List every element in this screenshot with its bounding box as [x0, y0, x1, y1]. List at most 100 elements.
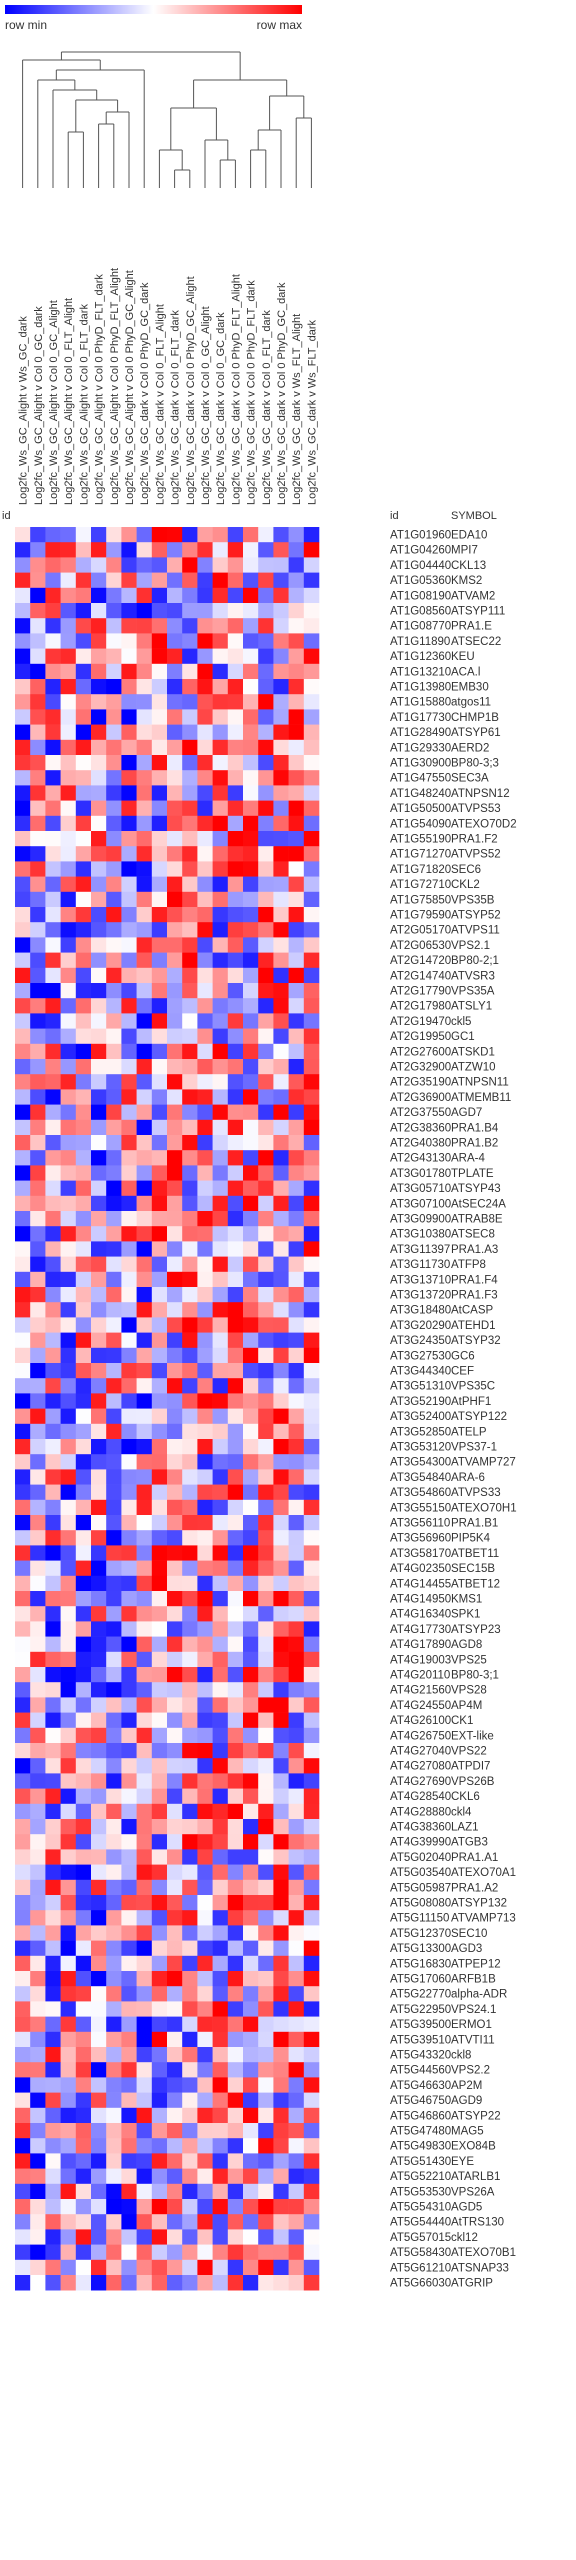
heatmap-cell — [167, 1180, 183, 1197]
heatmap-cell — [243, 739, 259, 756]
heatmap-cell — [91, 618, 107, 634]
heatmap-cell — [75, 1469, 92, 1485]
heatmap-cell — [121, 2275, 137, 2291]
heatmap-cell — [106, 1135, 122, 1151]
heatmap-cell — [258, 2016, 274, 2033]
heatmap-cell — [243, 1971, 259, 1987]
heatmap-cell — [227, 1469, 244, 1485]
heatmap-cell — [30, 2047, 46, 2063]
heatmap-cell — [151, 1195, 168, 1212]
heatmap-cell — [15, 1773, 31, 1789]
heatmap-cell — [91, 1986, 107, 2002]
heatmap-cell — [136, 663, 153, 680]
heatmap-cell — [182, 1515, 198, 1531]
heatmap-cell — [15, 1180, 31, 1197]
heatmap-cell — [15, 2199, 31, 2215]
heatmap-cell — [15, 2123, 31, 2139]
heatmap-cell — [182, 800, 198, 817]
heatmap-cell — [303, 694, 320, 710]
heatmap-cell — [303, 1955, 320, 1972]
heatmap-cell — [212, 1499, 229, 1516]
heatmap-cell — [303, 1271, 320, 1288]
heatmap-cell — [30, 1287, 46, 1303]
heatmap-cell — [45, 1013, 61, 1029]
heatmap-cell — [121, 1150, 137, 1166]
heatmap-cell — [60, 1925, 77, 1941]
heatmap-cell — [106, 1317, 122, 1333]
heatmap-cell — [151, 2107, 168, 2124]
heatmap-cell — [227, 770, 244, 786]
heatmap-cell — [288, 633, 305, 649]
heatmap-cell — [136, 648, 153, 665]
heatmap-cell — [151, 527, 168, 543]
heatmap-cell — [243, 1758, 259, 1774]
heatmap-cell — [121, 2123, 137, 2139]
heatmap-cell — [197, 618, 213, 634]
heatmap-cell — [60, 815, 77, 832]
heatmap-cell — [273, 1211, 289, 1227]
heatmap-cell — [212, 1986, 229, 2002]
heatmap-cell — [45, 603, 61, 619]
heatmap-cell — [288, 1955, 305, 1972]
heatmap-cell — [182, 527, 198, 543]
heatmap-cell — [212, 2031, 229, 2048]
heatmap-cell — [75, 739, 92, 756]
heatmap-cell — [75, 618, 92, 634]
heatmap-cell — [197, 1439, 213, 1455]
heatmap-cell — [197, 1758, 213, 1774]
heatmap-cell — [273, 2107, 289, 2124]
heatmap-cell — [30, 1013, 46, 1029]
legend-gradient-bar — [5, 5, 302, 14]
heatmap-cell — [60, 1530, 77, 1546]
heatmap-cell — [136, 1879, 153, 1896]
heatmap-cell — [121, 1606, 137, 1622]
heatmap-cell — [243, 527, 259, 543]
heatmap-cell — [60, 861, 77, 877]
heatmap-cell — [60, 648, 77, 665]
row-symbol-label: CKL13 — [451, 560, 486, 572]
row-symbol-label: MAG5 — [451, 2126, 484, 2138]
heatmap-cell — [30, 1271, 46, 1288]
heatmap-cell — [182, 891, 198, 908]
heatmap-cell — [303, 815, 320, 832]
heatmap-cell — [212, 785, 229, 801]
heatmap-cell — [30, 1758, 46, 1774]
heatmap-cell — [91, 2183, 107, 2200]
heatmap-cell — [30, 1834, 46, 1850]
heatmap-cell — [243, 998, 259, 1014]
heatmap-cell — [136, 1773, 153, 1789]
heatmap-cell — [243, 1697, 259, 1713]
heatmap-cell — [75, 2092, 92, 2109]
row-symbol-label: ATGRIP — [451, 2278, 493, 2290]
heatmap-cell — [45, 1150, 61, 1166]
heatmap-cell — [75, 2168, 92, 2185]
heatmap-cell — [136, 983, 153, 999]
heatmap-cells — [15, 527, 320, 2291]
row-id-label: AT1G01960 — [390, 530, 451, 542]
heatmap-cell — [167, 1925, 183, 1941]
row-symbol-label: ATVPS52 — [451, 849, 501, 861]
heatmap-cell — [212, 2123, 229, 2139]
heatmap-cell — [30, 1667, 46, 1683]
heatmap-cell — [167, 2275, 183, 2291]
heatmap-cell — [258, 770, 274, 786]
heatmap-cell — [288, 1104, 305, 1121]
row-symbol-label: VPS22 — [451, 1746, 487, 1758]
heatmap-cell — [243, 770, 259, 786]
heatmap-cell — [303, 1211, 320, 1227]
heatmap-cell — [91, 1043, 107, 1060]
heatmap-cell — [258, 1363, 274, 1379]
row-id-label: AT4G19003 — [390, 1654, 451, 1666]
heatmap-cell — [151, 1530, 168, 1546]
row-symbol-label: CK1 — [451, 1715, 473, 1727]
heatmap-cell — [30, 527, 46, 543]
heatmap-cell — [227, 2214, 244, 2230]
heatmap-cell — [167, 2168, 183, 2185]
heatmap-cell — [243, 891, 259, 908]
heatmap-cell — [243, 603, 259, 619]
heatmap-cell — [197, 1454, 213, 1470]
heatmap-cell — [303, 907, 320, 923]
heatmap-cell — [106, 1606, 122, 1622]
heatmap-cell — [75, 770, 92, 786]
heatmap-cell — [303, 1104, 320, 1121]
